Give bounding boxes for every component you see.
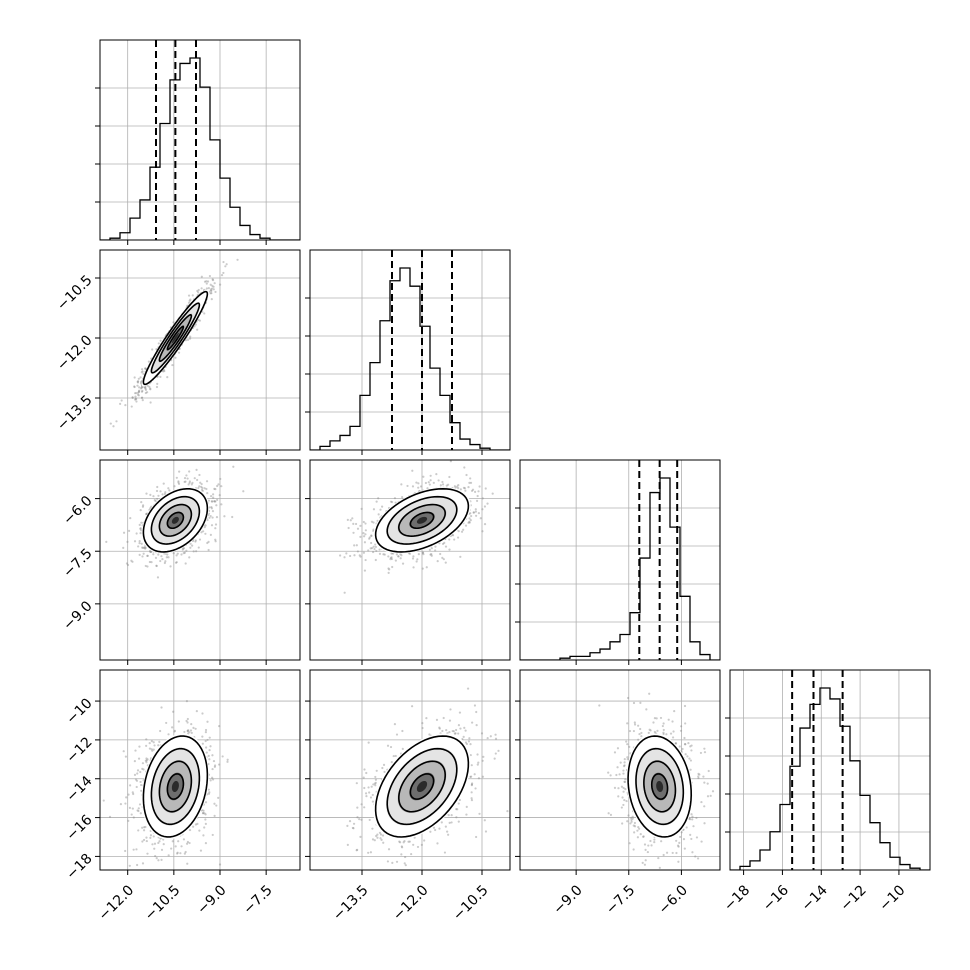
panel-frame: [309, 459, 511, 661]
y-tick-label: −6.0: [60, 493, 95, 528]
contour-0: [142, 290, 209, 386]
contour-0: [374, 735, 470, 838]
scatter-panel-3-0: −12.0 −10.5 −9.0 −7.5 −18 −16 −14 −12 −10: [63, 669, 301, 924]
histogram-3: [730, 687, 930, 870]
x-tick-label: −7.5: [603, 882, 638, 917]
contour-2: [398, 503, 446, 537]
y-tick-label: −9.0: [60, 598, 95, 633]
panel-frame: [99, 669, 301, 871]
y-tick-label: −14: [63, 773, 95, 805]
panel-frame: [519, 669, 721, 871]
panel-frame: [99, 39, 301, 241]
panel-frame: [309, 249, 511, 451]
scatter-panel-3-1: −13.5 −12.0 −10.5: [305, 669, 511, 924]
density-core: [171, 332, 179, 344]
histogram-0: [100, 57, 300, 240]
x-tick-label: −9.0: [194, 882, 229, 917]
density-core: [171, 516, 179, 524]
contour-0: [142, 487, 209, 553]
histogram-1: [310, 267, 510, 450]
contour-3: [650, 773, 669, 800]
panel-frame: [99, 459, 301, 661]
x-tick-label: −9.0: [550, 882, 585, 917]
y-tick-label: −12.0: [54, 332, 96, 374]
contour-3: [409, 511, 435, 530]
density-core: [416, 780, 428, 793]
contour-2: [158, 760, 193, 813]
contour-1: [150, 747, 201, 826]
x-tick-label: −13.5: [330, 882, 372, 924]
x-tick-label: −10: [876, 882, 908, 914]
x-tick-label: −14: [799, 882, 831, 914]
hist-panel-2: [515, 459, 721, 665]
x-tick-label: −12: [838, 882, 870, 914]
contour-2: [643, 760, 677, 813]
contour-1: [635, 747, 685, 826]
y-tick-label: −10: [63, 695, 95, 727]
x-tick-label: −10.5: [142, 882, 184, 924]
scatter-panel-1-0: −13.5 −12.0 −10.5: [54, 249, 301, 455]
y-tick-label: −16: [63, 812, 95, 844]
x-tick-label: −18: [721, 882, 753, 914]
contour-3: [166, 511, 185, 530]
contour-1: [150, 302, 201, 374]
x-tick-label: −10.5: [450, 882, 492, 924]
density-core: [171, 780, 179, 793]
scatter-panel-2-1: [305, 459, 511, 665]
contour-1: [386, 747, 458, 826]
hist-panel-0: [95, 39, 301, 245]
panel-frame: [309, 669, 511, 871]
x-tick-label: −7.5: [240, 882, 275, 917]
panel-frame: [99, 249, 301, 451]
y-tick-label: −18: [63, 851, 95, 883]
y-tick-label: −7.5: [60, 546, 95, 581]
x-tick-label: −12.0: [96, 882, 138, 924]
density-core: [416, 516, 428, 524]
contour-3: [166, 325, 185, 351]
density-core: [656, 780, 664, 793]
y-tick-label: −13.5: [54, 392, 96, 434]
contour-3: [166, 773, 185, 800]
x-tick-label: −16: [760, 882, 792, 914]
x-tick-label: −6.0: [656, 882, 691, 917]
contour-3: [409, 773, 435, 800]
scatter-panel-3-2: −9.0 −7.5 −6.0: [515, 669, 721, 918]
contour-1: [150, 495, 201, 545]
contour-0: [374, 487, 470, 553]
scatter-panel-2-0: −9.0 −7.5 −6.0: [60, 459, 301, 665]
hist-panel-3: −18 −16 −14 −12 −10: [721, 669, 931, 915]
contour-0: [627, 735, 693, 838]
histogram-2: [520, 477, 720, 660]
panel-frame: [729, 669, 931, 871]
contour-2: [398, 760, 446, 813]
hist-panel-1: [305, 249, 511, 455]
x-tick-label: −12.0: [390, 882, 432, 924]
contour-2: [158, 503, 193, 537]
y-tick-label: −10.5: [54, 272, 96, 314]
contour-2: [158, 314, 193, 362]
panel-frame: [519, 459, 721, 661]
contour-1: [386, 495, 458, 545]
contour-0: [142, 735, 209, 838]
y-tick-label: −12: [63, 734, 95, 766]
